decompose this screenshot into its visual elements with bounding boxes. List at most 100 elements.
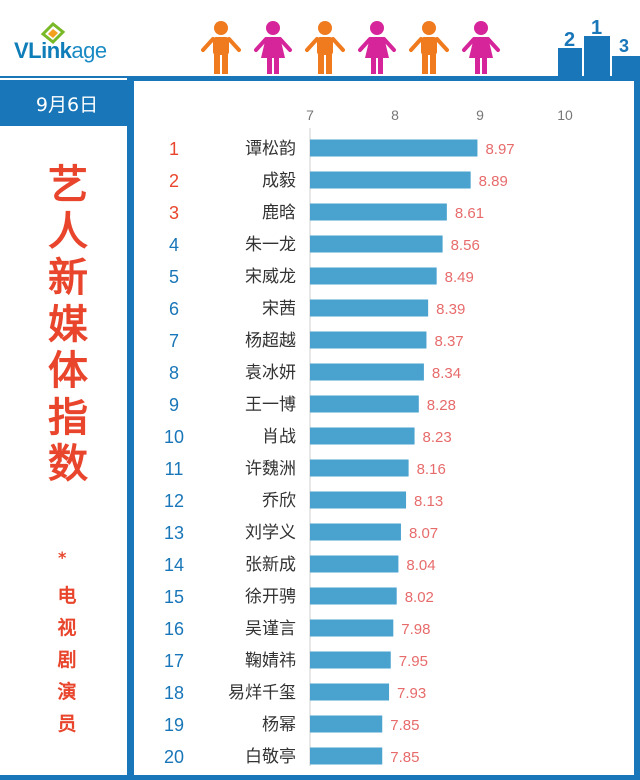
rank-label: 13 (164, 523, 184, 543)
category-label: 袁冰妍 (245, 363, 296, 383)
man-icon (201, 21, 241, 74)
podium-icon: 2 1 3 (558, 18, 640, 78)
bar (310, 555, 399, 573)
subtitle-char: 员 (57, 713, 77, 735)
category-label: 白敬亭 (245, 747, 296, 767)
rank-label: 2 (169, 171, 179, 191)
logo-text-bold: VLink (14, 38, 72, 63)
title-char: 人 (48, 208, 88, 255)
vertical-title: 艺人新媒体指数 (40, 162, 96, 488)
people-icons (201, 21, 500, 74)
podium-label-3: 3 (619, 36, 629, 56)
rank-label: 17 (164, 651, 184, 671)
rank-label: 7 (169, 331, 179, 351)
bar (310, 491, 407, 509)
category-label: 许魏洲 (245, 459, 296, 479)
logo-text-light: age (71, 38, 107, 63)
sidebar (0, 78, 134, 780)
subtitle-char: 电 (57, 585, 77, 607)
man-icon (409, 21, 449, 74)
value-label: 7.95 (399, 653, 428, 670)
woman-icon (358, 21, 396, 74)
value-label: 8.28 (427, 397, 456, 414)
rank-label: 8 (169, 363, 179, 383)
title-char: 指 (48, 394, 88, 441)
rank-label: 6 (169, 299, 179, 319)
value-label: 8.49 (445, 269, 474, 286)
value-label: 8.13 (414, 493, 443, 510)
value-label: 8.04 (406, 557, 435, 574)
bar (310, 299, 429, 317)
category-label: 吴谨言 (245, 619, 296, 639)
vertical-subtitle: 电视剧演员 (50, 580, 84, 740)
rank-label: 19 (164, 715, 184, 735)
category-label: 刘学义 (245, 523, 296, 543)
rank-label: 18 (164, 683, 184, 703)
value-label: 7.85 (390, 749, 419, 766)
value-label: 8.37 (434, 333, 463, 350)
rank-label: 1 (169, 139, 179, 159)
date-badge: 9月6日 (0, 80, 134, 126)
bar (310, 619, 394, 637)
category-label: 鹿晗 (262, 203, 296, 223)
logo-text: VLinkage (14, 38, 107, 64)
category-label: 宋威龙 (245, 267, 296, 287)
category-label: 杨幂 (262, 715, 296, 735)
man-icon (305, 21, 345, 74)
value-label: 8.39 (436, 301, 465, 318)
rank-label: 15 (164, 587, 184, 607)
bar (310, 203, 447, 221)
rank-label: 10 (164, 427, 184, 447)
rank-label: 3 (169, 203, 179, 223)
category-label: 肖战 (262, 427, 296, 447)
rank-label: 14 (164, 555, 184, 575)
value-label: 7.98 (401, 621, 430, 638)
woman-icon (254, 21, 292, 74)
rank-label: 12 (164, 491, 184, 511)
category-label: 徐开骋 (245, 587, 296, 607)
subtitle-char: 剧 (57, 649, 77, 671)
header: VLinkage 2 1 3 (0, 0, 640, 80)
right-divider (634, 76, 640, 780)
podium-label-1: 1 (591, 18, 602, 39)
value-label: 8.02 (405, 589, 434, 606)
category-label: 乔欣 (262, 491, 296, 511)
title-char: 新 (48, 255, 88, 301)
value-label: 8.61 (455, 205, 484, 222)
x-tick-label: 10 (557, 107, 573, 123)
category-label: 易烊千玺 (228, 683, 296, 703)
woman-icon (462, 21, 500, 74)
title-asterisk: * (58, 548, 67, 567)
value-label: 8.07 (409, 525, 438, 542)
rank-label: 4 (169, 235, 179, 255)
value-label: 8.23 (423, 429, 452, 446)
rank-label: 5 (169, 267, 179, 287)
x-tick-label: 9 (476, 107, 484, 123)
category-label: 杨超越 (245, 331, 296, 351)
value-label: 7.85 (390, 717, 419, 734)
category-label: 张新成 (245, 555, 296, 575)
value-label: 8.16 (417, 461, 446, 478)
bar (310, 395, 419, 413)
value-label: 8.97 (485, 141, 514, 158)
rank-label: 16 (164, 619, 184, 639)
category-label: 成毅 (262, 171, 296, 191)
value-label: 7.93 (397, 685, 426, 702)
rank-label: 20 (164, 747, 184, 767)
value-label: 8.34 (432, 365, 461, 382)
bar (310, 651, 391, 669)
category-label: 鞠婧祎 (245, 651, 296, 671)
x-tick-label: 7 (306, 107, 314, 123)
vlinkage-logo-icon (40, 22, 66, 44)
rank-label: 11 (165, 459, 184, 479)
x-tick-label: 8 (391, 107, 399, 123)
bar (310, 139, 478, 157)
bar (310, 523, 401, 541)
bar (310, 427, 415, 445)
top-divider (0, 76, 640, 81)
bar (310, 331, 427, 349)
title-char: 体 (48, 348, 88, 394)
bar (310, 747, 383, 765)
bar-chart: 7 8 9 10 1 谭松韵 8.97 2 成毅 8.89 3 鹿晗 8.61 4 朱一龙 8.56 5 宋威龙 8… (164, 107, 573, 767)
category-label: 王一博 (245, 395, 296, 415)
